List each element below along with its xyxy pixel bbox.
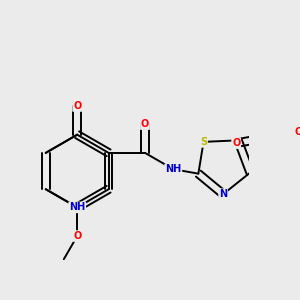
Text: S: S [200, 137, 207, 147]
Text: N: N [219, 189, 227, 199]
Text: NH: NH [165, 164, 182, 174]
Text: NH: NH [69, 202, 85, 212]
Text: O: O [232, 138, 240, 148]
Text: O: O [73, 231, 81, 241]
Text: O: O [73, 101, 81, 111]
Text: O: O [141, 119, 149, 129]
Text: O: O [294, 127, 300, 137]
